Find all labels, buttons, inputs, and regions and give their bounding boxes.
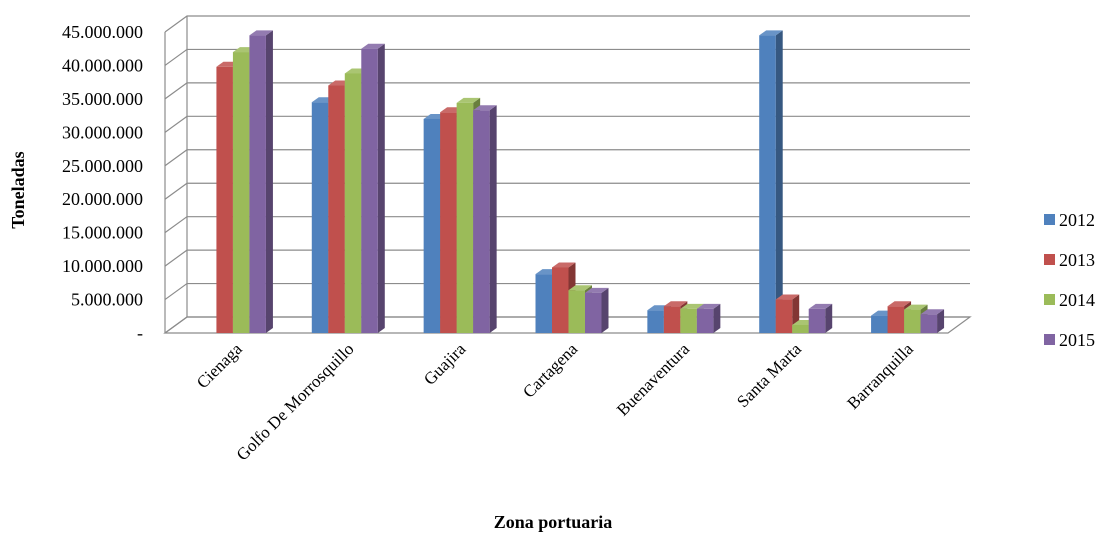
y-tick-label: 20.000.000 [62,189,143,209]
x-tick-label: Cienaga [193,339,246,392]
legend-label: 2013 [1059,250,1095,270]
y-axis-tick-labels: - 5.000.000 10.000.000 15.000.000 20.000.000… [62,22,143,343]
legend-item: 2014 [1044,290,1095,310]
x-tick-label: Santa Marta [733,339,805,411]
bar [585,287,609,333]
y-tick-label: 45.000.000 [62,22,143,42]
legend-item: 2015 [1044,330,1095,350]
legend-swatch [1044,214,1055,225]
x-axis-title: Zona portuaria [494,512,613,532]
legend-label: 2015 [1059,330,1095,350]
bar [361,43,385,333]
x-tick-label: Cartagena [519,339,581,401]
bar [920,309,945,333]
legend: 2012 2013 2014 2015 [1044,210,1095,350]
x-tick-label: Buenaventura [613,339,694,420]
gridline [164,48,970,66]
y-tick-label: - [137,323,143,343]
bar [473,105,497,333]
y-tick-label: 35.000.000 [62,89,143,109]
bar [696,303,721,333]
y-tick-label: 5.000.000 [71,290,143,310]
gridline [164,249,970,267]
legend-item: 2013 [1044,250,1095,270]
gridline [164,82,970,100]
y-tick-label: 25.000.000 [62,156,143,176]
legend-swatch [1044,334,1055,345]
x-tick-label: Golfo De Morrosquillo [233,339,358,464]
bar [249,30,273,333]
bar [808,303,833,333]
legend-label: 2012 [1059,210,1095,230]
bar [759,30,783,333]
gridline [164,216,970,234]
legend-item: 2012 [1044,210,1095,230]
gridline [164,182,970,200]
x-tick-label: Barranquilla [843,339,917,413]
gridline [164,282,970,301]
legend-label: 2014 [1059,290,1095,310]
x-tick-label: Guajira [420,339,470,389]
legend-swatch [1044,254,1055,265]
y-axis-title: Toneladas [8,151,28,228]
gridline [164,15,970,33]
y-tick-label: 10.000.000 [62,256,143,276]
y-tick-label: 15.000.000 [62,223,143,243]
legend-swatch [1044,294,1055,305]
y-tick-label: 40.000.000 [62,55,143,75]
y-tick-label: 30.000.000 [62,122,143,142]
gridline [164,115,970,133]
bars [216,30,945,334]
gridline [164,149,970,167]
